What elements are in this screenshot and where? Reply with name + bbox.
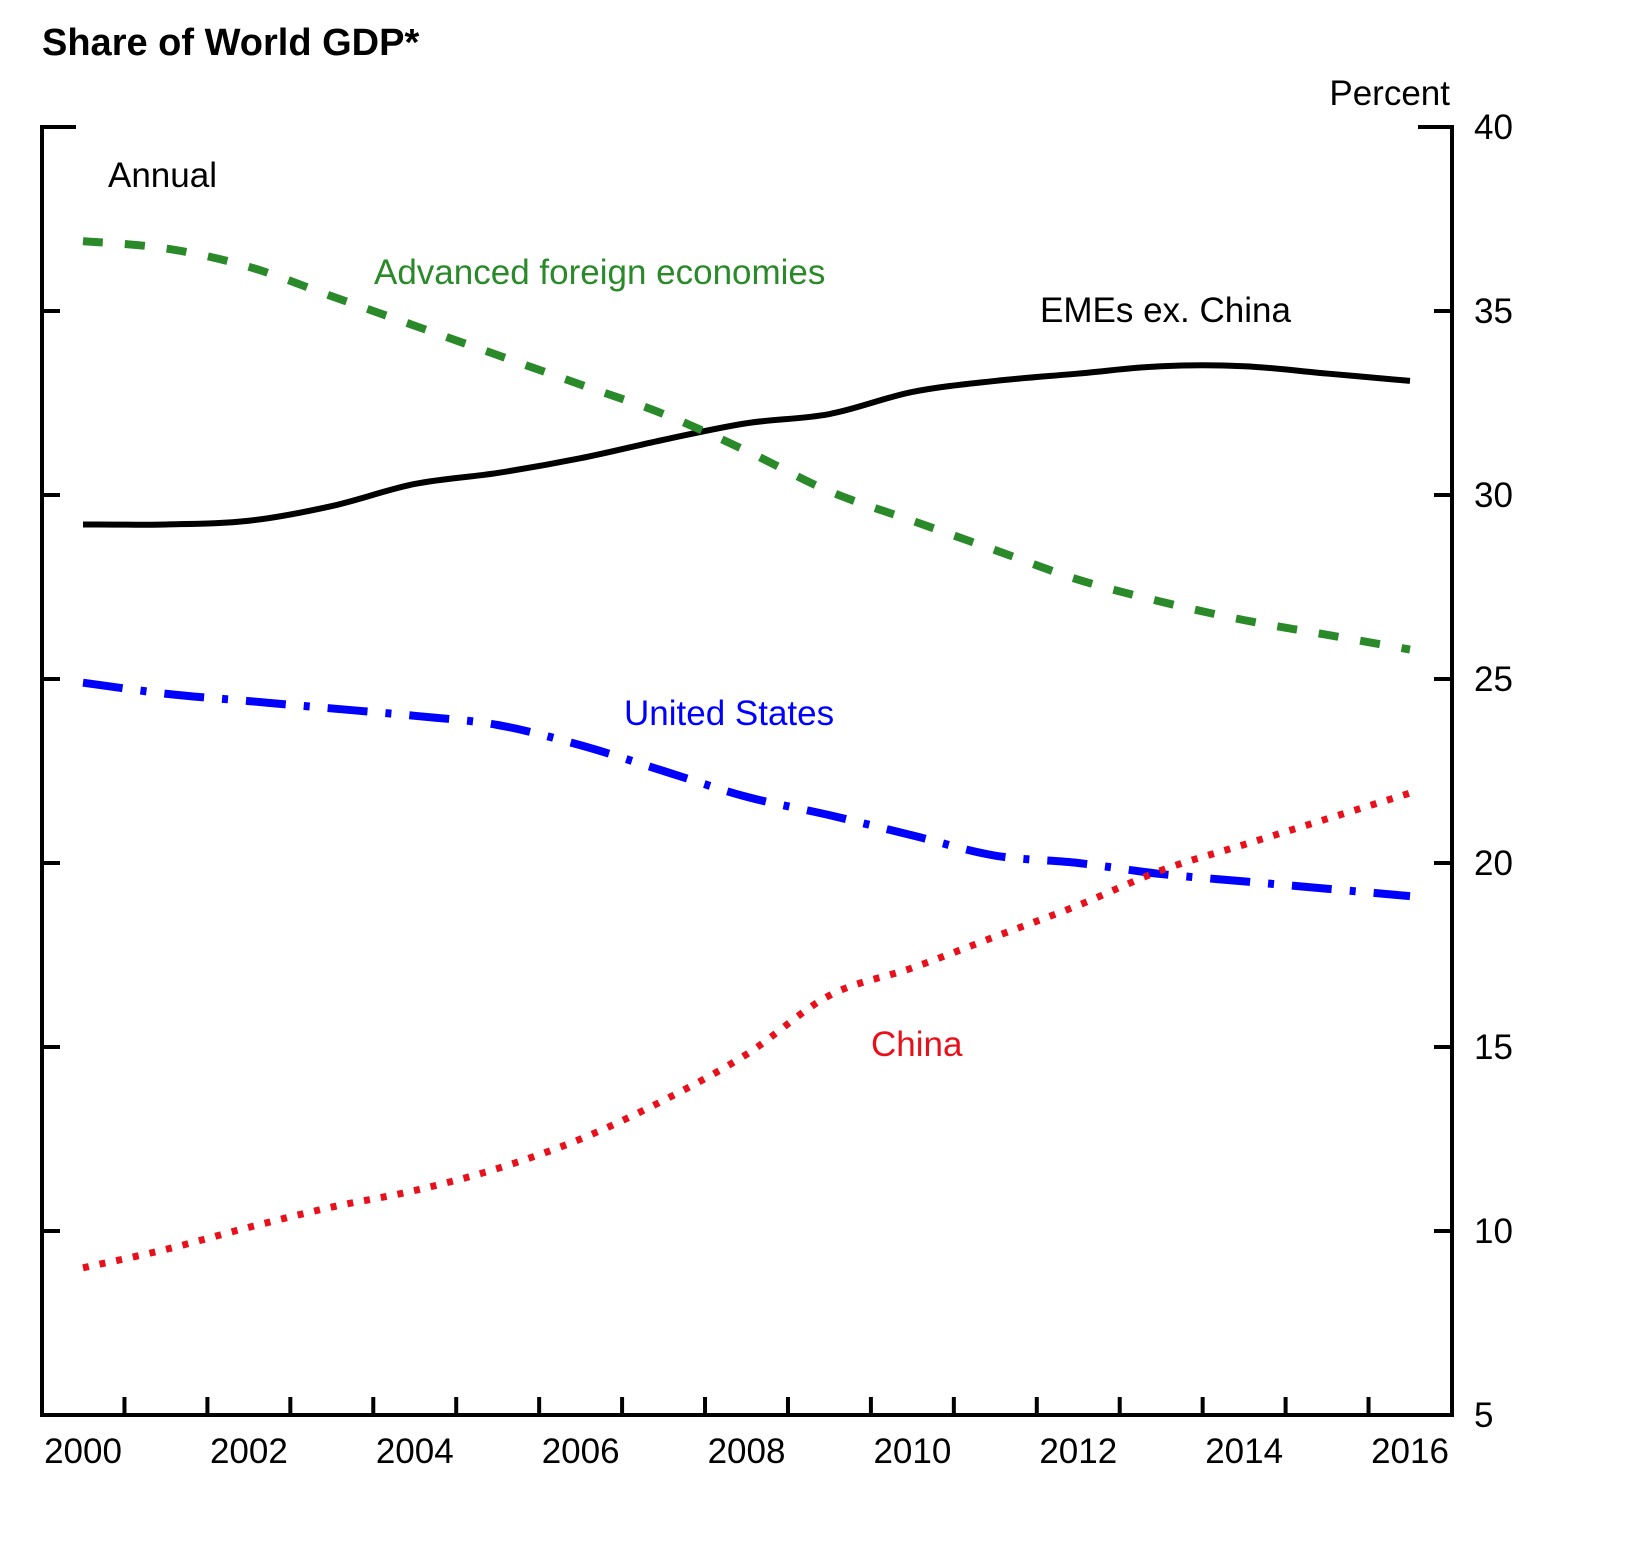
y-tick-label: 20 [1474, 844, 1513, 883]
series-line-emes-ex-china [82, 362, 1411, 528]
series-line-china [82, 789, 1412, 1272]
y-tick-label: 35 [1474, 292, 1513, 331]
y-tick-label: 30 [1474, 476, 1513, 515]
y-tick-label: 40 [1474, 108, 1513, 147]
x-tick-label: 2010 [873, 1432, 951, 1471]
x-tick-label: 2002 [210, 1432, 288, 1471]
y-tick-label: 10 [1474, 1212, 1513, 1251]
y-axis-label: Percent [1329, 74, 1450, 113]
y-tick-label: 15 [1474, 1028, 1513, 1067]
annotation-advanced-foreign-economies: Advanced foreign economies [374, 253, 825, 292]
annotation-united-states: United States [624, 694, 834, 733]
annotation-emes-ex-china: EMEs ex. China [1040, 291, 1291, 330]
axes [40, 125, 1454, 1417]
y-tick-label: 25 [1474, 660, 1513, 699]
x-tick-label: 2012 [1039, 1432, 1117, 1471]
y-tick-label: 5 [1474, 1396, 1493, 1435]
x-tick-label: 2006 [542, 1432, 620, 1471]
x-tick-label: 2000 [44, 1432, 122, 1471]
x-tick-label: 2016 [1371, 1432, 1449, 1471]
x-tick-label: 2004 [376, 1432, 454, 1471]
x-tick-label: 2008 [708, 1432, 786, 1471]
annotation-frequency: Annual [108, 156, 217, 195]
chart-title: Share of World GDP* [42, 22, 419, 64]
annotation-china: China [871, 1025, 963, 1064]
series-layer [82, 237, 1412, 1272]
series-line-united-states [82, 678, 1411, 901]
series-line-advanced-foreign-economies [82, 237, 1411, 654]
x-tick-label: 2014 [1205, 1432, 1283, 1471]
ticks: 5 10 15 20 25 30 35 40 2000 2002 2004 2006 2008 2010 2… [42, 108, 1513, 1471]
